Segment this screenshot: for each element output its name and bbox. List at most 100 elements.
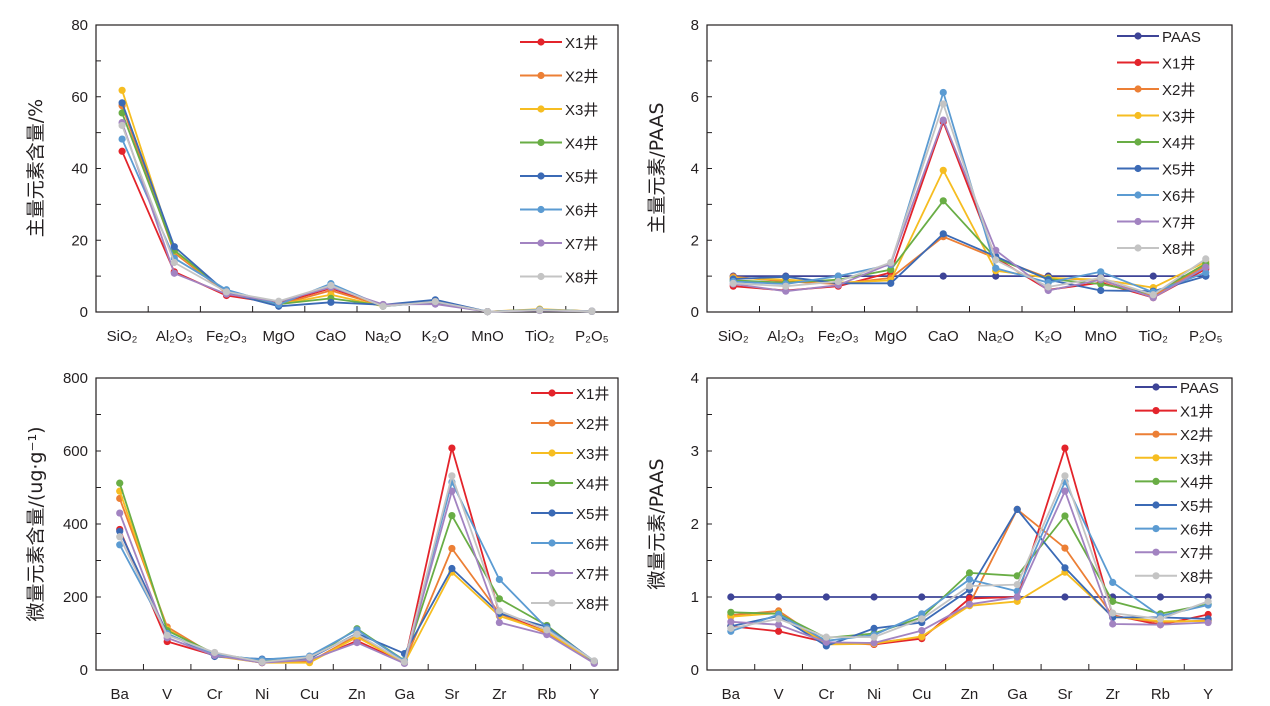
data-point bbox=[870, 633, 878, 641]
data-point bbox=[448, 472, 456, 480]
series-well-x7 bbox=[727, 487, 1212, 647]
data-point bbox=[305, 653, 314, 661]
data-point bbox=[1156, 621, 1165, 629]
y-axis-title: 微量元素/PAAS bbox=[646, 458, 668, 589]
x-tick-label: Al₂O₃ bbox=[767, 328, 804, 345]
data-point bbox=[1013, 572, 1021, 580]
y-tick-label: 4 bbox=[691, 370, 699, 387]
legend-item: X8井 bbox=[1135, 569, 1213, 586]
legend-label: X8井 bbox=[565, 270, 598, 287]
legend-label: X8井 bbox=[576, 596, 609, 613]
data-point bbox=[1097, 268, 1105, 276]
data-point bbox=[727, 624, 735, 632]
chart-trace-content: 0 200 400 600 800 Ba V Cr Ni Cu Zn Ga Sr Zr Rb Y 微量元素含量/… bbox=[25, 370, 619, 703]
x-tick-label: Zn bbox=[348, 686, 366, 703]
data-point bbox=[939, 116, 947, 124]
data-point bbox=[834, 277, 842, 286]
y-tick-label: 20 bbox=[71, 232, 88, 249]
legend-item: X6井 bbox=[531, 536, 609, 553]
data-point bbox=[1097, 274, 1105, 282]
data-point bbox=[965, 575, 974, 584]
data-point bbox=[939, 197, 947, 205]
plot-frame bbox=[706, 377, 1233, 671]
data-point bbox=[834, 272, 842, 280]
legend-label: X6井 bbox=[576, 536, 609, 553]
data-point bbox=[887, 266, 895, 274]
x-tick-label: Ga bbox=[394, 686, 415, 703]
x-tick-label: P₂O₅ bbox=[575, 328, 609, 345]
y-tick-label: 0 bbox=[80, 662, 88, 679]
legend-item: X4井 bbox=[520, 136, 598, 153]
legend-item: X6井 bbox=[520, 203, 598, 220]
legend-label: X3井 bbox=[1180, 451, 1213, 468]
data-point bbox=[495, 607, 503, 615]
data-point bbox=[774, 615, 783, 623]
x-tick-label: Cr bbox=[818, 686, 834, 703]
legend-label: X2井 bbox=[1180, 427, 1213, 444]
x-tick-label: V bbox=[774, 686, 784, 703]
data-point bbox=[536, 306, 544, 314]
data-point bbox=[448, 544, 456, 553]
data-point bbox=[1061, 544, 1069, 552]
x-tick-label: Ni bbox=[255, 686, 269, 703]
y-tick-label: 0 bbox=[691, 662, 699, 679]
data-point bbox=[870, 639, 878, 647]
legend-item: X4井 bbox=[531, 476, 609, 493]
legend-item: X7井 bbox=[1117, 215, 1195, 232]
data-point bbox=[118, 99, 126, 107]
x-tick-label: Ga bbox=[1007, 686, 1028, 703]
legend-item: X8井 bbox=[1117, 241, 1195, 258]
data-point bbox=[887, 279, 895, 287]
y-tick-label: 0 bbox=[80, 304, 88, 321]
data-point bbox=[1156, 615, 1165, 623]
x-tick-label: SiO₂ bbox=[718, 328, 749, 345]
legend-swatch-marker bbox=[1152, 454, 1160, 462]
data-point bbox=[918, 610, 926, 618]
data-point bbox=[1156, 593, 1165, 601]
legend-item: X2井 bbox=[520, 69, 598, 86]
data-point bbox=[1204, 618, 1212, 627]
legend-item: X8井 bbox=[531, 596, 609, 613]
legend-item: X5井 bbox=[1117, 162, 1195, 179]
legend: X1井 X2井 X3井 X4井 X5井 X6井 X7井 X8井 bbox=[520, 35, 598, 287]
x-tick-label: Na₂O bbox=[365, 328, 402, 345]
data-point bbox=[822, 633, 830, 641]
data-point bbox=[1202, 255, 1210, 263]
data-point bbox=[431, 297, 439, 306]
legend-label: X4井 bbox=[1180, 474, 1213, 491]
data-point bbox=[939, 100, 947, 108]
data-point bbox=[448, 444, 456, 452]
legend-swatch-marker bbox=[1134, 32, 1142, 40]
x-tick-label: Rb bbox=[1151, 686, 1170, 703]
x-tick-label: Rb bbox=[537, 686, 556, 703]
legend-label: X7井 bbox=[576, 566, 609, 583]
data-point bbox=[400, 658, 409, 666]
data-point bbox=[782, 282, 790, 290]
data-point bbox=[163, 631, 171, 639]
data-point bbox=[483, 308, 492, 316]
y-tick-label: 2 bbox=[691, 516, 699, 533]
x-tick-label: P₂O₅ bbox=[1189, 328, 1223, 345]
data-point bbox=[1109, 597, 1117, 605]
data-point bbox=[918, 632, 926, 641]
legend-label: X3井 bbox=[565, 102, 598, 119]
legend-label: X2井 bbox=[565, 69, 598, 86]
legend-swatch-marker bbox=[537, 172, 545, 180]
chart-major-paas: 0 2 4 6 8 SiO₂ Al₂O₃ Fe₂O₃ MgO CaO Na₂O K₂O MnO TiO₂ P… bbox=[646, 17, 1233, 345]
legend-label: X3井 bbox=[576, 446, 609, 463]
data-point bbox=[918, 626, 926, 635]
data-point bbox=[939, 88, 947, 97]
x-tick-label: Y bbox=[589, 686, 599, 703]
legend-label: X7井 bbox=[565, 236, 598, 253]
legend: PAAS X1井 X2井 X3井 X4井 X5井 X6井 X7井 X8井 bbox=[1117, 29, 1201, 258]
x-tick-label: Cr bbox=[207, 686, 223, 703]
x-tick-label: K₂O bbox=[422, 328, 450, 345]
legend-label: X5井 bbox=[565, 169, 598, 186]
legend-swatch-marker bbox=[1152, 477, 1160, 485]
data-point bbox=[822, 638, 830, 646]
x-tick-label: Cu bbox=[912, 686, 931, 703]
legend-swatch-marker bbox=[1134, 244, 1142, 252]
legend-label: X8井 bbox=[1180, 569, 1213, 586]
legend-swatch-marker bbox=[548, 569, 556, 577]
